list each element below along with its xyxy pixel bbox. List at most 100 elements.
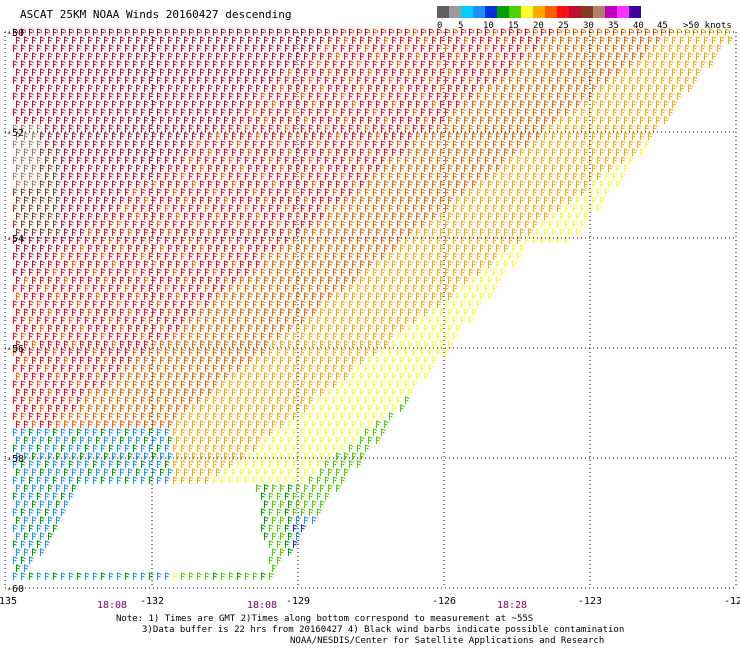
wind-barb bbox=[645, 108, 650, 116]
wind-barb bbox=[509, 188, 514, 196]
wind-barb bbox=[88, 276, 93, 284]
wind-barb bbox=[24, 276, 29, 284]
wind-barb bbox=[365, 108, 370, 116]
wind-barb bbox=[288, 196, 293, 204]
wind-barb bbox=[248, 164, 253, 172]
wind-barb bbox=[117, 76, 122, 84]
wind-barb bbox=[424, 356, 429, 364]
wind-barb bbox=[517, 76, 522, 84]
wind-barb bbox=[384, 276, 389, 284]
wind-barb bbox=[157, 28, 162, 36]
wind-barb bbox=[629, 124, 634, 132]
wind-barb bbox=[165, 428, 170, 436]
wind-barb bbox=[368, 164, 373, 172]
wind-barb bbox=[645, 140, 650, 148]
wind-barb bbox=[125, 236, 130, 244]
wind-barb bbox=[536, 148, 541, 156]
wind-barb bbox=[480, 132, 485, 140]
wind-barb bbox=[416, 196, 421, 204]
wind-barb bbox=[629, 156, 634, 164]
wind-barb bbox=[456, 276, 461, 284]
wind-barb bbox=[464, 132, 469, 140]
wind-barb bbox=[160, 36, 165, 44]
wind-barb bbox=[360, 260, 365, 268]
wind-barb bbox=[13, 364, 18, 372]
wind-barb bbox=[288, 164, 293, 172]
wind-barb bbox=[72, 324, 77, 332]
wind-barb bbox=[568, 68, 573, 76]
wind-barb bbox=[645, 60, 650, 68]
wind-barb bbox=[336, 52, 341, 60]
wind-barb bbox=[224, 292, 229, 300]
wind-barb bbox=[584, 196, 589, 204]
wind-barb bbox=[13, 44, 18, 52]
wind-barb bbox=[176, 340, 181, 348]
wind-barb bbox=[232, 388, 237, 396]
wind-barb bbox=[445, 76, 450, 84]
wind-barb bbox=[93, 28, 98, 36]
wind-barb bbox=[605, 60, 610, 68]
wind-barb bbox=[85, 204, 90, 212]
wind-barb bbox=[405, 108, 410, 116]
wind-barb bbox=[101, 332, 106, 340]
wind-barb bbox=[368, 148, 373, 156]
wind-barb bbox=[189, 380, 194, 388]
wind-barb bbox=[133, 316, 138, 324]
wind-barb bbox=[405, 172, 410, 180]
wind-barb bbox=[344, 244, 349, 252]
wind-barb bbox=[21, 540, 26, 548]
wind-barb bbox=[64, 100, 69, 108]
wind-barb bbox=[37, 172, 42, 180]
wind-barb bbox=[485, 252, 490, 260]
wind-barb bbox=[93, 316, 98, 324]
wind-barb bbox=[432, 196, 437, 204]
wind-barb bbox=[213, 156, 218, 164]
wind-barb bbox=[605, 108, 610, 116]
wind-barb bbox=[648, 52, 653, 60]
wind-barb bbox=[552, 212, 557, 220]
wind-barb bbox=[189, 236, 194, 244]
wind-barb bbox=[96, 324, 101, 332]
wind-barb bbox=[205, 300, 210, 308]
wind-barb bbox=[336, 196, 341, 204]
wind-barb bbox=[173, 412, 178, 420]
wind-barb bbox=[469, 60, 474, 68]
wind-barb bbox=[72, 308, 77, 316]
wind-barb bbox=[61, 140, 66, 148]
wind-barb bbox=[128, 260, 133, 268]
wind-barb bbox=[669, 60, 674, 68]
wind-barb bbox=[312, 180, 317, 188]
wind-barb bbox=[360, 404, 365, 412]
wind-barb bbox=[597, 108, 602, 116]
wind-barb bbox=[80, 420, 85, 428]
wind-barb bbox=[77, 460, 82, 468]
wind-barb bbox=[360, 388, 365, 396]
wind-barb bbox=[93, 140, 98, 148]
wind-barb bbox=[224, 388, 229, 396]
wind-barb bbox=[24, 116, 29, 124]
wind-barb bbox=[261, 172, 266, 180]
wind-barb bbox=[317, 268, 322, 276]
wind-barb bbox=[576, 212, 581, 220]
wind-barb bbox=[336, 404, 341, 412]
wind-barb bbox=[277, 236, 282, 244]
wind-barb bbox=[21, 300, 26, 308]
wind-barb bbox=[213, 348, 218, 356]
wind-barb bbox=[240, 36, 245, 44]
wind-barb bbox=[168, 132, 173, 140]
wind-barb bbox=[325, 76, 330, 84]
wind-barb bbox=[232, 68, 237, 76]
wind-barb bbox=[192, 276, 197, 284]
wind-barb bbox=[245, 412, 250, 420]
wind-barb bbox=[485, 220, 490, 228]
wind-barb bbox=[277, 428, 282, 436]
wind-barb bbox=[240, 356, 245, 364]
wind-barb bbox=[352, 164, 357, 172]
wind-barb bbox=[208, 292, 213, 300]
wind-barb bbox=[440, 340, 445, 348]
wind-barb bbox=[117, 172, 122, 180]
wind-barb bbox=[600, 148, 605, 156]
wind-barb bbox=[157, 236, 162, 244]
wind-barb bbox=[264, 228, 269, 236]
wind-barb bbox=[85, 236, 90, 244]
